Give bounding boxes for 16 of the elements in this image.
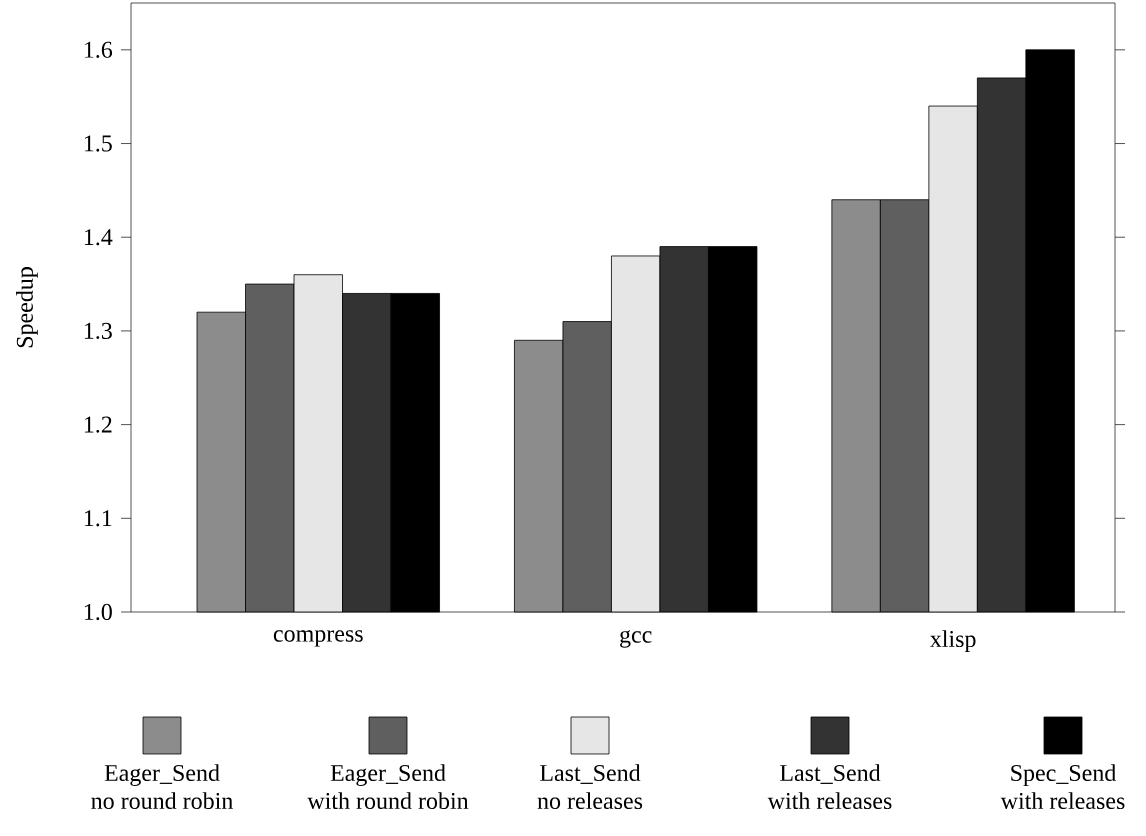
y-tick-label: 1.3 <box>84 322 112 340</box>
y-tick-label: 1.5 <box>84 135 112 152</box>
legend-label: Spec_Send with releases <box>1000 764 1125 810</box>
x-tick-label: compress <box>273 630 363 647</box>
x-tick-label: gcc <box>620 630 652 648</box>
y-axis-title: Speedup <box>16 267 38 348</box>
legend-label: Last_Send no releases <box>537 764 643 810</box>
y-tick-label: 1.0 <box>84 603 112 621</box>
legend-label: Eager_Send no round robin <box>91 764 233 810</box>
y-tick-label: 1.1 <box>84 510 112 527</box>
legend-label: Eager_Send with round robin <box>307 764 469 810</box>
y-tick-label: 1.4 <box>84 229 113 246</box>
y-tick-label: 1.2 <box>84 416 112 433</box>
x-tick-label: xlisp <box>929 630 976 652</box>
legend-label: Last_Send with releases <box>767 764 892 810</box>
y-tick-label: 1.6 <box>84 41 113 58</box>
